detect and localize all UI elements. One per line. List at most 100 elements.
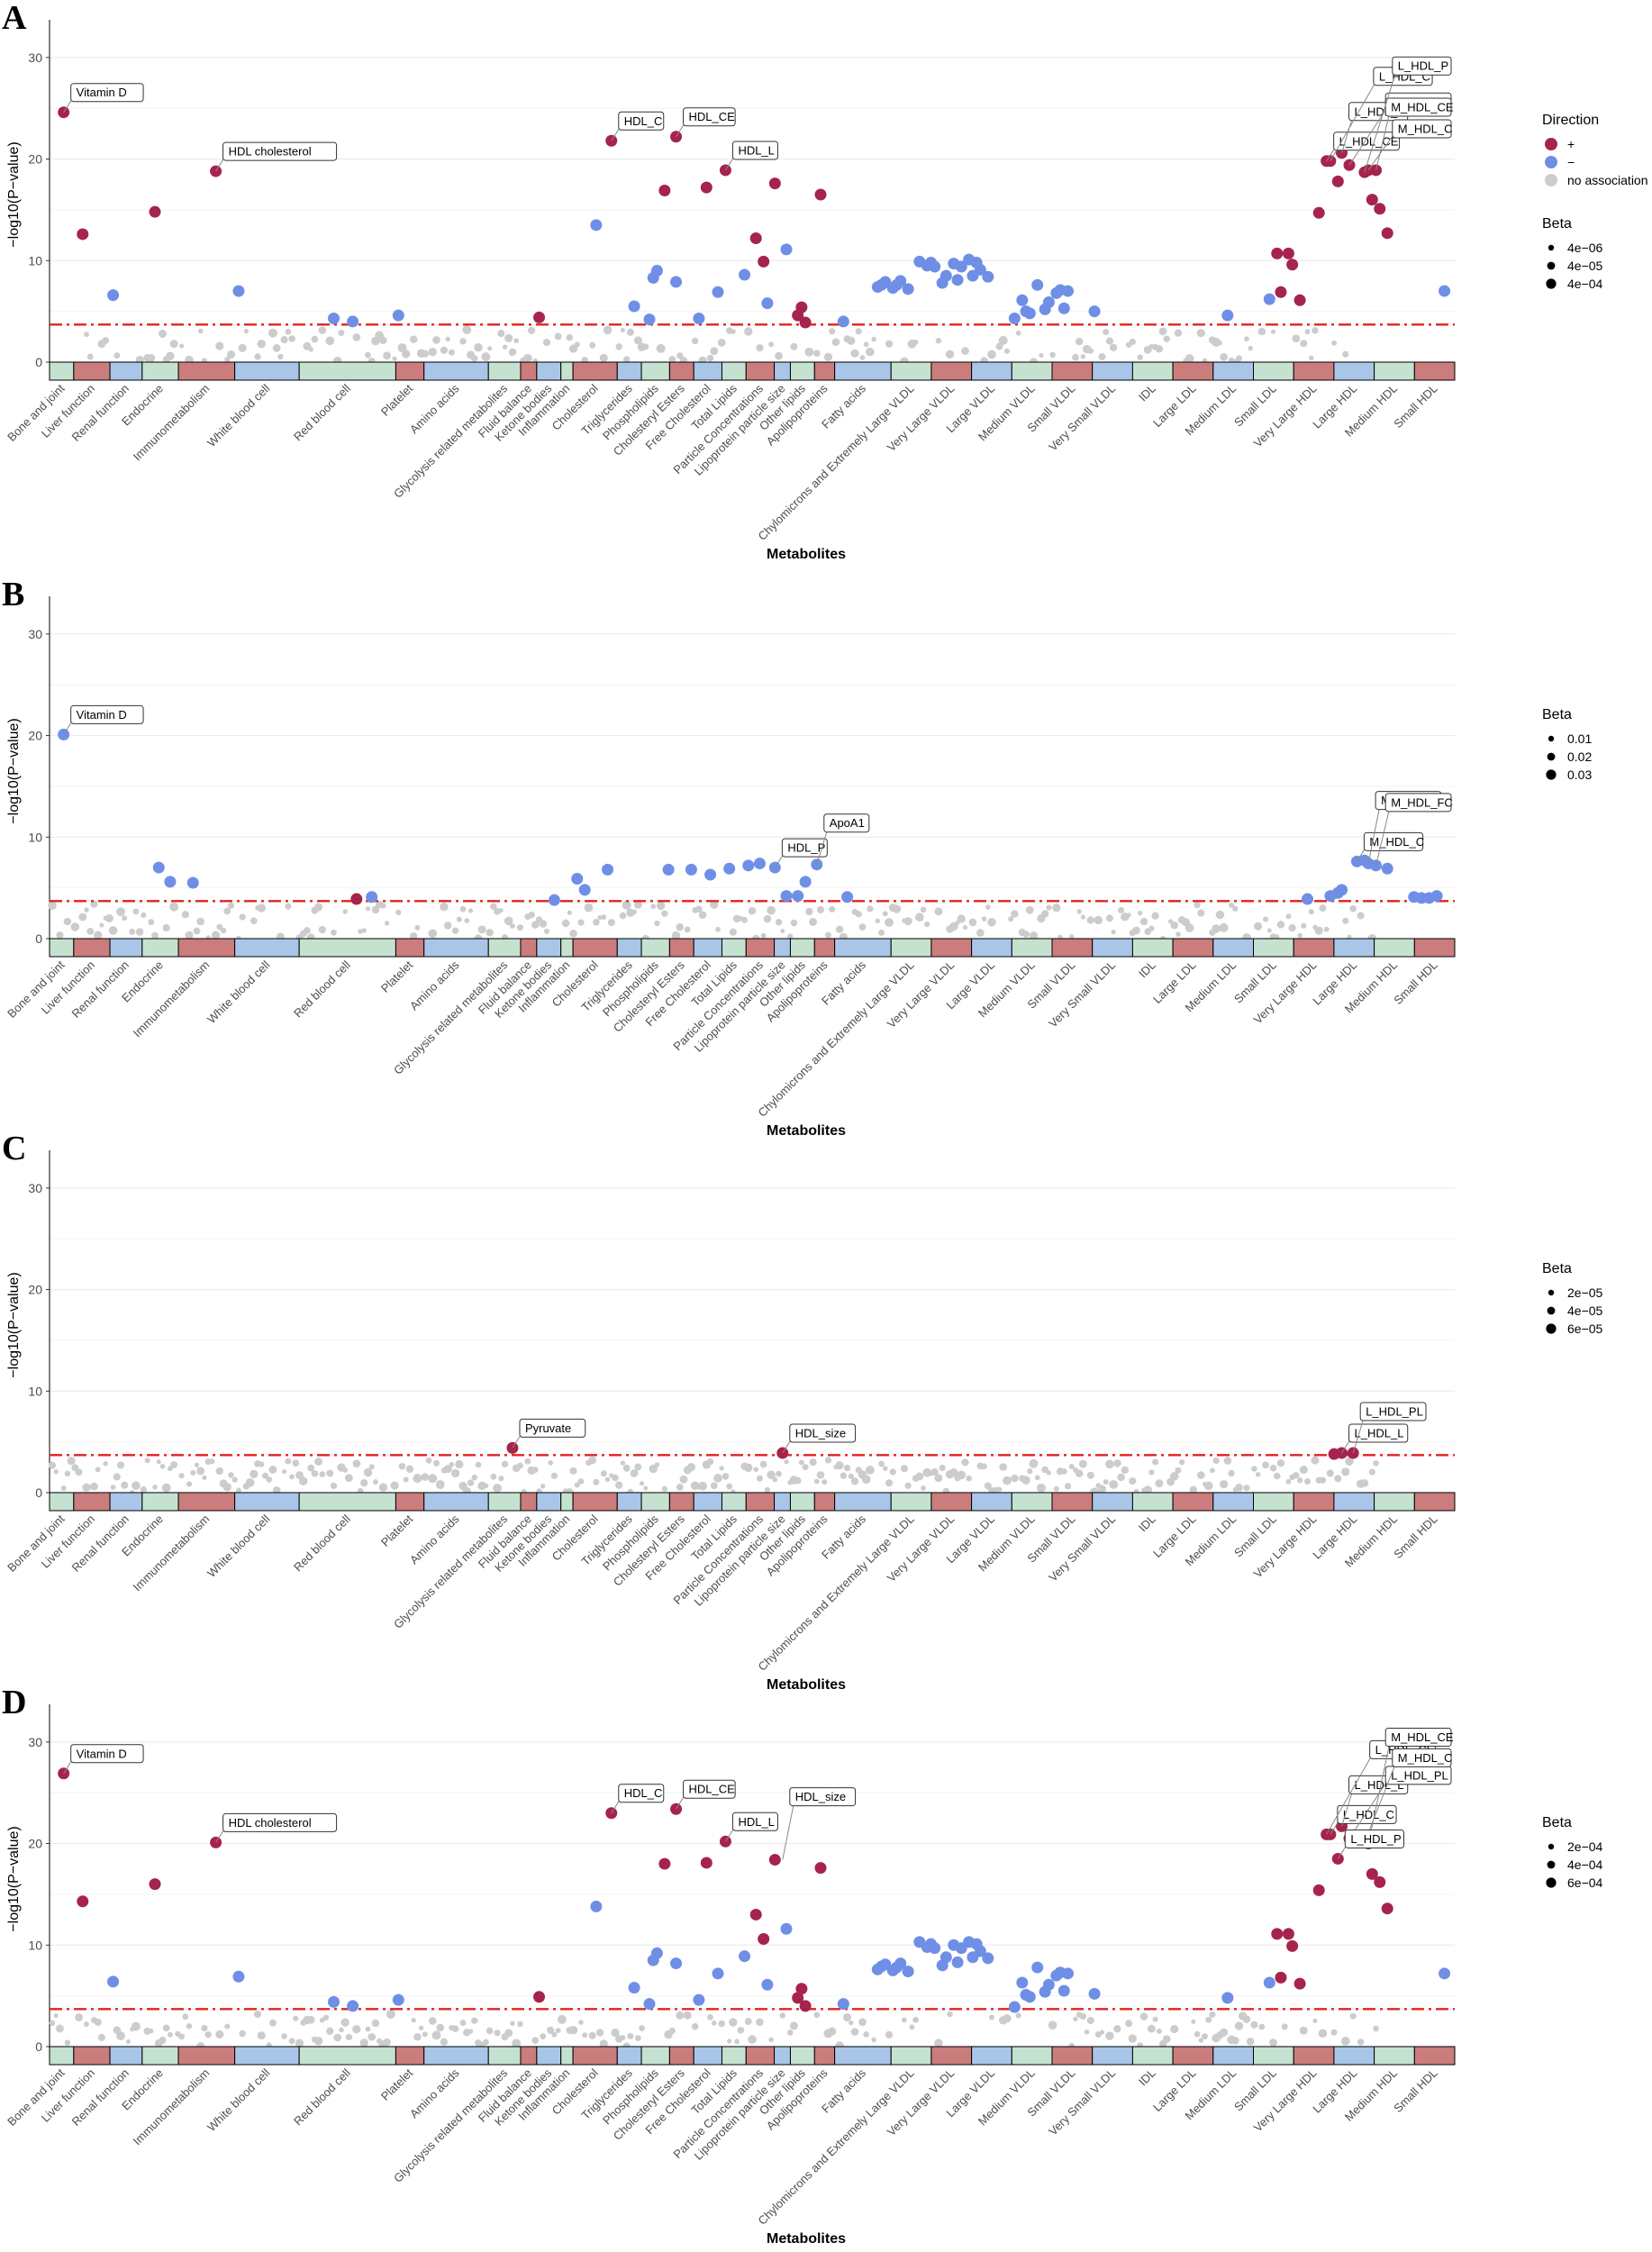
- point-nonsignificant: [1156, 2028, 1162, 2034]
- point-positive: [795, 301, 808, 313]
- point-nonsignificant: [141, 912, 147, 919]
- category-label: Red blood cell: [291, 381, 353, 443]
- legend-direction-label: −: [1567, 155, 1575, 169]
- annotations: Pyruvate HDL_size L_HDL_L L_HDL_PL: [512, 1402, 1427, 1454]
- point-nonsignificant: [1198, 2038, 1204, 2043]
- point-positive: [1312, 206, 1325, 219]
- point-nonsignificant: [813, 1478, 820, 1485]
- point-nonsignificant: [451, 927, 459, 934]
- point-nonsignificant: [494, 2030, 501, 2037]
- annotation-leader: [1375, 106, 1392, 171]
- point-nonsignificant: [1263, 916, 1269, 922]
- point-positive: [1331, 175, 1344, 187]
- point-nonsignificant: [548, 1460, 554, 1466]
- category-band: [1374, 938, 1415, 958]
- point-nonsignificant: [1242, 2015, 1251, 2023]
- point-nonsignificant: [422, 2031, 428, 2038]
- point-nonsignificant: [889, 1468, 896, 1476]
- point-nonsignificant: [909, 2024, 915, 2030]
- annotation-label: HDL_size: [795, 1790, 846, 1803]
- point-nonsignificant: [295, 1471, 304, 1480]
- annotation-label: Pyruvate: [525, 1421, 571, 1435]
- legend: Beta 2e−04 4e−04 6e−04: [1542, 1815, 1603, 1890]
- point-negative: [1008, 313, 1021, 325]
- point-nonsignificant: [512, 2039, 522, 2048]
- point-nonsignificant: [1105, 2031, 1114, 2040]
- point-nonsignificant: [185, 931, 194, 940]
- point-nonsignificant: [599, 353, 608, 362]
- point-nonsignificant: [1139, 917, 1148, 926]
- point-nonsignificant: [912, 340, 919, 345]
- category-band: [890, 2046, 932, 2066]
- point-nonsignificant: [1331, 340, 1337, 346]
- point-nonsignificant: [159, 1464, 166, 1469]
- point-nonsignificant: [425, 1457, 432, 1464]
- point-nonsignificant: [768, 2037, 774, 2043]
- point-nonsignificant: [490, 1473, 497, 1480]
- annotation-label: ApoA1: [830, 816, 865, 830]
- category-band: [73, 361, 111, 381]
- point-negative: [1042, 295, 1055, 308]
- annotation-box: [618, 111, 665, 131]
- point-nonsignificant: [288, 2038, 295, 2045]
- point-negative: [951, 274, 964, 286]
- annotation-leader: [1367, 1737, 1392, 1844]
- point-nonsignificant: [1046, 1470, 1052, 1476]
- point-nonsignificant: [144, 1457, 150, 1464]
- point-negative: [1302, 893, 1314, 905]
- point-negative: [894, 275, 907, 287]
- category-band: [1092, 2046, 1133, 2066]
- point-positive: [1293, 294, 1306, 306]
- legend-beta-swatch: [1548, 1289, 1555, 1296]
- point-nonsignificant: [885, 340, 894, 348]
- point-nonsignificant: [487, 346, 493, 351]
- point-nonsignificant: [498, 908, 504, 913]
- point-nonsignificant: [493, 1484, 503, 1493]
- point-nonsignificant: [789, 2021, 798, 2030]
- point-nonsignificant: [1003, 348, 1010, 354]
- point-nonsignificant: [352, 2024, 361, 2034]
- point-nonsignificant: [368, 1464, 375, 1470]
- point-nonsignificant: [1257, 327, 1266, 336]
- point-nonsignificant: [352, 333, 361, 341]
- point-nonsignificant: [934, 907, 943, 916]
- point-nonsignificant: [995, 342, 1003, 350]
- point-nonsignificant: [569, 1467, 577, 1475]
- annotation-box: [1363, 831, 1424, 851]
- category-band: [572, 1492, 618, 1512]
- point-nonsignificant: [333, 2033, 342, 2042]
- x-axis-title: Metabolites: [767, 1677, 846, 1693]
- point-nonsignificant: [850, 1477, 859, 1485]
- significant-points: [58, 106, 1451, 329]
- point-nonsignificant: [1269, 2039, 1277, 2047]
- point-nonsignificant: [999, 1463, 1008, 1471]
- category-band: [487, 938, 522, 958]
- point-nonsignificant: [935, 338, 942, 344]
- point-nonsignificant: [1236, 355, 1243, 362]
- nonsignificant-points: [48, 900, 1377, 943]
- point-nonsignificant: [695, 905, 703, 913]
- point-negative: [1439, 1967, 1451, 1980]
- point-positive: [1381, 227, 1393, 240]
- point-nonsignificant: [1276, 921, 1285, 929]
- panel-a: A 0 10 20 30 −log10(P−value) Vitamin D HDL chol…: [2, 0, 1648, 562]
- point-nonsignificant: [63, 917, 72, 926]
- annotation-label: HDL_size: [795, 1427, 846, 1440]
- annotation-leader: [1326, 1749, 1376, 1835]
- point-nonsignificant: [1215, 910, 1225, 920]
- y-tick-label: 20: [28, 1837, 42, 1851]
- point-nonsignificant: [1048, 2020, 1057, 2030]
- annotation-box: [1392, 56, 1452, 76]
- annotation-box: [1359, 1402, 1427, 1421]
- point-nonsignificant: [1086, 2016, 1094, 2024]
- category-band: [141, 361, 179, 381]
- point-nonsignificant: [1179, 1459, 1185, 1466]
- point-negative: [982, 1952, 994, 1965]
- category-band: [1051, 1492, 1094, 1512]
- point-positive: [1275, 1971, 1287, 1984]
- point-nonsignificant: [432, 1459, 440, 1467]
- point-nonsignificant: [49, 2020, 56, 2027]
- category-band: [1333, 361, 1375, 381]
- point-nonsignificant: [633, 900, 642, 909]
- point-nonsignificant: [756, 1475, 763, 1482]
